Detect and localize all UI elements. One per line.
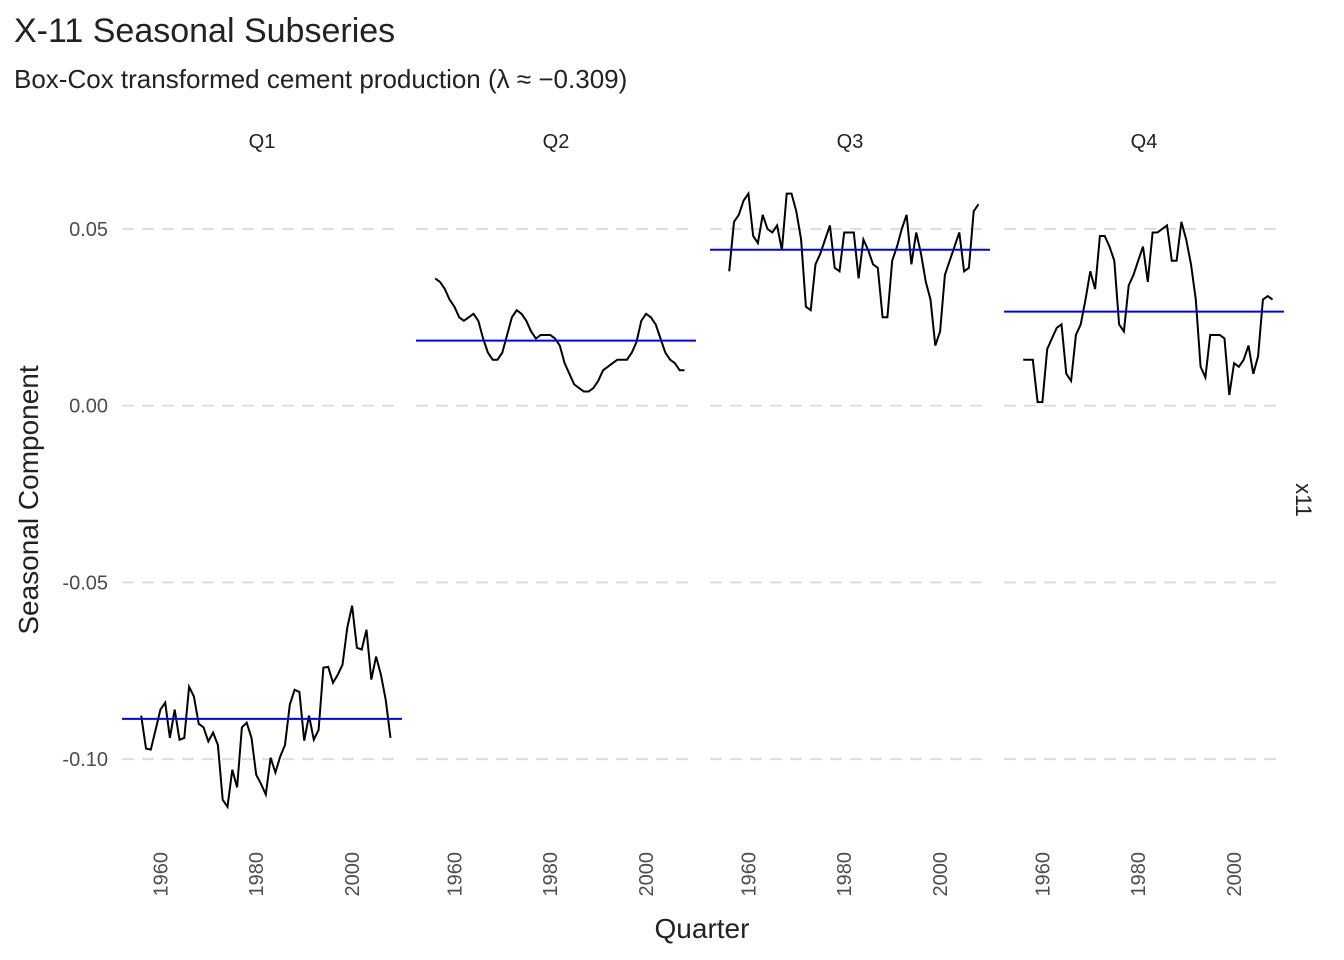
y-axis-label: Seasonal Component xyxy=(13,365,44,635)
x-tick-label: 2000 xyxy=(930,852,952,897)
facet-label: Q2 xyxy=(543,131,570,153)
x-tick-label: 1980 xyxy=(834,852,856,897)
series-line xyxy=(434,277,685,393)
y-tick-label: 0.05 xyxy=(69,219,108,241)
x-tick-label: 1980 xyxy=(540,852,562,897)
x-tick-label: 2000 xyxy=(1224,852,1246,897)
x-tick-label: 1960 xyxy=(444,852,466,897)
x-axis-label: Quarter xyxy=(655,913,750,944)
x-tick-label: 1980 xyxy=(246,852,268,897)
series-line xyxy=(140,605,392,810)
series-line xyxy=(1023,221,1274,404)
facet-label: Q3 xyxy=(837,131,864,153)
x-tick-label: 1960 xyxy=(738,852,760,897)
x-tick-label: 2000 xyxy=(636,852,658,897)
x-tick-label: 2000 xyxy=(342,852,364,897)
x-tick-label: 1980 xyxy=(1128,852,1150,897)
series-line xyxy=(728,190,980,346)
strip-label: x11 xyxy=(1291,483,1316,517)
x-tick-label: 1960 xyxy=(1032,852,1054,897)
x-tick-label: 1960 xyxy=(150,852,172,897)
y-tick-label: -0.10 xyxy=(62,749,108,771)
facet-label: Q4 xyxy=(1131,131,1158,153)
chart-title: X-11 Seasonal Subseries xyxy=(14,12,395,50)
chart-subtitle: Box-Cox transformed cement production (λ… xyxy=(14,64,627,94)
y-tick-label: 0.00 xyxy=(69,396,108,418)
facet-label: Q1 xyxy=(249,131,276,153)
y-tick-label: -0.05 xyxy=(62,572,108,594)
